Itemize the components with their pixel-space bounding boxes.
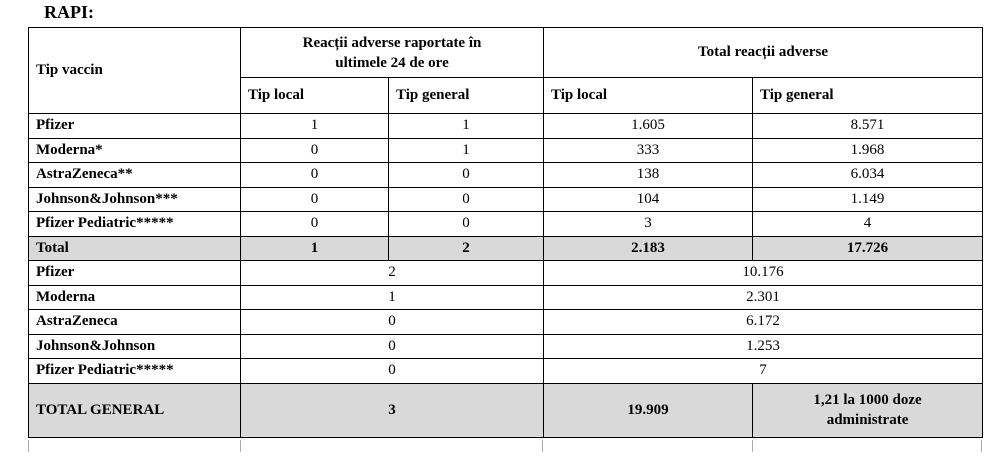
value-cell: 1 <box>387 113 545 139</box>
vaccine-name-cell: Pfizer <box>28 113 241 139</box>
header-tip-vaccin: Tip vaccin <box>28 27 241 114</box>
table-continuation-stub <box>240 440 241 452</box>
value-cell: 333 <box>543 137 754 163</box>
grand-total-24h-cell: 3 <box>239 382 545 438</box>
value-cell: 0 <box>387 162 545 188</box>
table-row-pfizer-pediatric-all: Pfizer Pediatric***** 0 7 <box>28 358 984 384</box>
vaccine-name-cell: Johnson&Johnson*** <box>28 186 241 212</box>
value-cell-merged: 2.301 <box>543 284 984 310</box>
vaccine-name-cell: Johnson&Johnson <box>28 333 241 359</box>
vaccine-name-cell: Moderna* <box>28 137 241 163</box>
table-continuation-stub <box>981 440 982 452</box>
value-cell: 1 <box>387 137 545 163</box>
vaccine-name-cell: AstraZeneca <box>28 309 241 335</box>
table-row-johnson: Johnson&Johnson*** 0 0 104 1.149 <box>28 186 984 212</box>
value-cell: 104 <box>543 186 754 212</box>
table-row-total: Total 1 2 2.183 17.726 <box>28 235 984 261</box>
table-row-moderna: Moderna* 0 1 333 1.968 <box>28 137 984 163</box>
table-row-pfizer-all: Pfizer 2 10.176 <box>28 260 984 286</box>
grand-total-rate-line2: administrate <box>826 412 909 428</box>
table-row-pfizer-pediatric: Pfizer Pediatric***** 0 0 3 4 <box>28 211 984 237</box>
header-sub-row: Tip local Tip general Tip local Tip gene… <box>29 77 984 114</box>
table-row-pfizer: Pfizer 1 1 1.605 8.571 <box>28 113 984 139</box>
value-cell: 1 <box>240 113 389 139</box>
value-cell: 0 <box>387 186 545 212</box>
total-value-cell: 2 <box>387 235 545 261</box>
vaccine-name-cell: Moderna <box>28 284 241 310</box>
header-sub-local-24h: Tip local <box>240 77 389 114</box>
value-cell: 8.571 <box>752 113 984 139</box>
table-row-moderna-all: Moderna 1 2.301 <box>28 284 984 310</box>
header-group-24h-line1: Reacții adverse raportate în <box>302 34 482 51</box>
header-sub-general-24h: Tip general <box>387 77 545 114</box>
value-cell: 3 <box>543 211 754 237</box>
value-cell-merged: 1.253 <box>543 333 984 359</box>
value-cell-merged: 1 <box>239 284 545 310</box>
value-cell-merged: 0 <box>239 333 545 359</box>
value-cell-merged: 0 <box>239 309 545 335</box>
table-row-johnson-all: Johnson&Johnson 0 1.253 <box>28 333 984 359</box>
table-continuation-stub <box>752 440 753 452</box>
table-row-grand-total: TOTAL GENERAL 3 19.909 1,21 la 1000 doze… <box>28 382 984 438</box>
grand-total-rate-cell: 1,21 la 1000 doze administrate <box>752 382 984 438</box>
value-cell: 6.034 <box>752 162 984 188</box>
header-group-row: Tip vaccin Reacții adverse raportate în … <box>28 27 984 114</box>
value-cell: 0 <box>240 211 389 237</box>
value-cell: 4 <box>752 211 984 237</box>
value-cell-merged: 7 <box>543 358 984 384</box>
grand-total-label-cell: TOTAL GENERAL <box>28 382 241 438</box>
value-cell-merged: 2 <box>239 260 545 286</box>
vaccine-name-cell: AstraZeneca** <box>28 162 241 188</box>
page-title: RAPI: <box>44 2 94 22</box>
grand-total-local-cell: 19.909 <box>543 382 754 438</box>
total-value-cell: 17.726 <box>752 235 984 261</box>
vaccine-name-cell: Pfizer <box>28 260 241 286</box>
vaccine-name-cell: Pfizer Pediatric***** <box>28 358 241 384</box>
value-cell: 0 <box>240 186 389 212</box>
table-continuation-stub <box>28 440 29 452</box>
header-sub-local-total: Tip local <box>543 77 754 114</box>
header-group-24h: Reacții adverse raportate în ultimele 24… <box>239 27 545 78</box>
table-continuation-stub <box>542 440 543 452</box>
value-cell-merged: 10.176 <box>543 260 984 286</box>
value-cell: 0 <box>387 211 545 237</box>
value-cell: 1.149 <box>752 186 984 212</box>
table-row-astrazeneca-all: AstraZeneca 0 6.172 <box>28 309 984 335</box>
total-value-cell: 2.183 <box>543 235 754 261</box>
table-row-astrazeneca: AstraZeneca** 0 0 138 6.034 <box>28 162 984 188</box>
value-cell: 0 <box>240 162 389 188</box>
header-sub-general-total: Tip general <box>752 77 984 114</box>
header-group-total: Total reacții adverse <box>543 27 984 78</box>
value-cell: 1.968 <box>752 137 984 163</box>
value-cell: 138 <box>543 162 754 188</box>
value-cell: 1.605 <box>543 113 754 139</box>
total-value-cell: 1 <box>240 235 389 261</box>
value-cell: 0 <box>240 137 389 163</box>
value-cell-merged: 6.172 <box>543 309 984 335</box>
grand-total-rate-line1: 1,21 la 1000 doze <box>813 392 922 408</box>
total-label-cell: Total <box>28 235 241 261</box>
header-group-24h-line2: ultimele 24 de ore <box>335 54 449 71</box>
rapi-table: Tip vaccin Reacții adverse raportate în … <box>28 27 984 438</box>
value-cell-merged: 0 <box>239 358 545 384</box>
vaccine-name-cell: Pfizer Pediatric***** <box>28 211 241 237</box>
